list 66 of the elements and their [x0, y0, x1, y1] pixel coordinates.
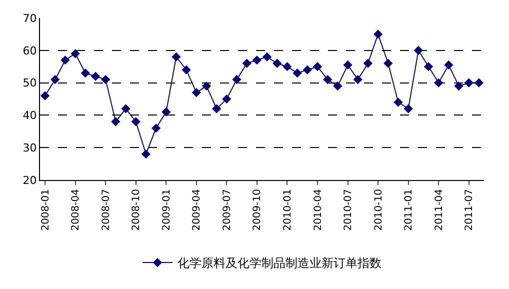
point	[40, 91, 50, 100]
point	[394, 98, 403, 107]
point	[323, 75, 332, 84]
point	[70, 49, 80, 58]
point	[404, 104, 413, 114]
x-tick-label: 2010-01	[282, 189, 294, 231]
point	[121, 104, 130, 114]
x-tick-label: 2009-01	[161, 189, 172, 231]
point	[434, 78, 444, 88]
point	[80, 68, 90, 78]
x-tick-label: 2010-04	[312, 189, 324, 231]
point	[262, 52, 272, 62]
point	[232, 75, 242, 84]
point	[343, 60, 352, 70]
point	[374, 30, 383, 39]
point	[101, 75, 110, 84]
x-tick-label: 2011-07	[464, 189, 476, 231]
x-tick-label: 2011-01	[404, 189, 415, 231]
y-tick-label: 20	[22, 174, 37, 187]
point	[111, 117, 120, 126]
point	[242, 58, 252, 68]
point	[90, 72, 100, 81]
y-tick-label: 30	[22, 141, 37, 154]
point	[182, 65, 191, 74]
x-tick-label: 2008-07	[100, 189, 112, 231]
point	[333, 81, 342, 91]
point	[192, 88, 201, 98]
point	[363, 58, 372, 68]
x-tick-label: 2009-10	[252, 189, 264, 231]
x-tick-label: 2009-07	[222, 189, 233, 231]
point	[222, 94, 232, 104]
x-tick-label: 2010-07	[343, 189, 354, 231]
point	[444, 60, 454, 70]
point	[454, 81, 464, 91]
point	[50, 75, 60, 84]
point	[282, 62, 292, 72]
point	[424, 62, 434, 72]
point	[131, 117, 140, 126]
point	[162, 107, 171, 117]
point	[384, 58, 393, 68]
y-tick-label: 60	[22, 44, 37, 58]
point	[212, 104, 222, 114]
point	[312, 62, 322, 72]
x-tick-label: 2009-04	[192, 189, 203, 231]
point	[292, 68, 302, 78]
point	[141, 150, 150, 159]
point	[464, 78, 474, 88]
point	[252, 56, 262, 65]
point	[172, 52, 181, 62]
x-tick-label: 2008-04	[70, 189, 82, 231]
point	[60, 56, 70, 65]
point	[353, 75, 362, 84]
point	[474, 78, 484, 88]
y-tick-label: 40	[22, 109, 37, 122]
x-tick-label: 2008-01	[40, 189, 52, 231]
y-tick-label: 70	[22, 12, 37, 25]
x-tick-label: 2011-04	[434, 189, 445, 231]
point	[152, 124, 161, 133]
point	[202, 81, 212, 91]
x-tick-label: 2010-10	[373, 189, 384, 231]
point	[272, 58, 282, 68]
point	[414, 46, 423, 55]
x-tick-label: 2008-10	[131, 189, 142, 231]
legend-label: 化学原料及化学制品制造业新订单指数	[178, 256, 382, 270]
point	[302, 65, 312, 74]
y-tick-label: 50	[22, 76, 37, 90]
